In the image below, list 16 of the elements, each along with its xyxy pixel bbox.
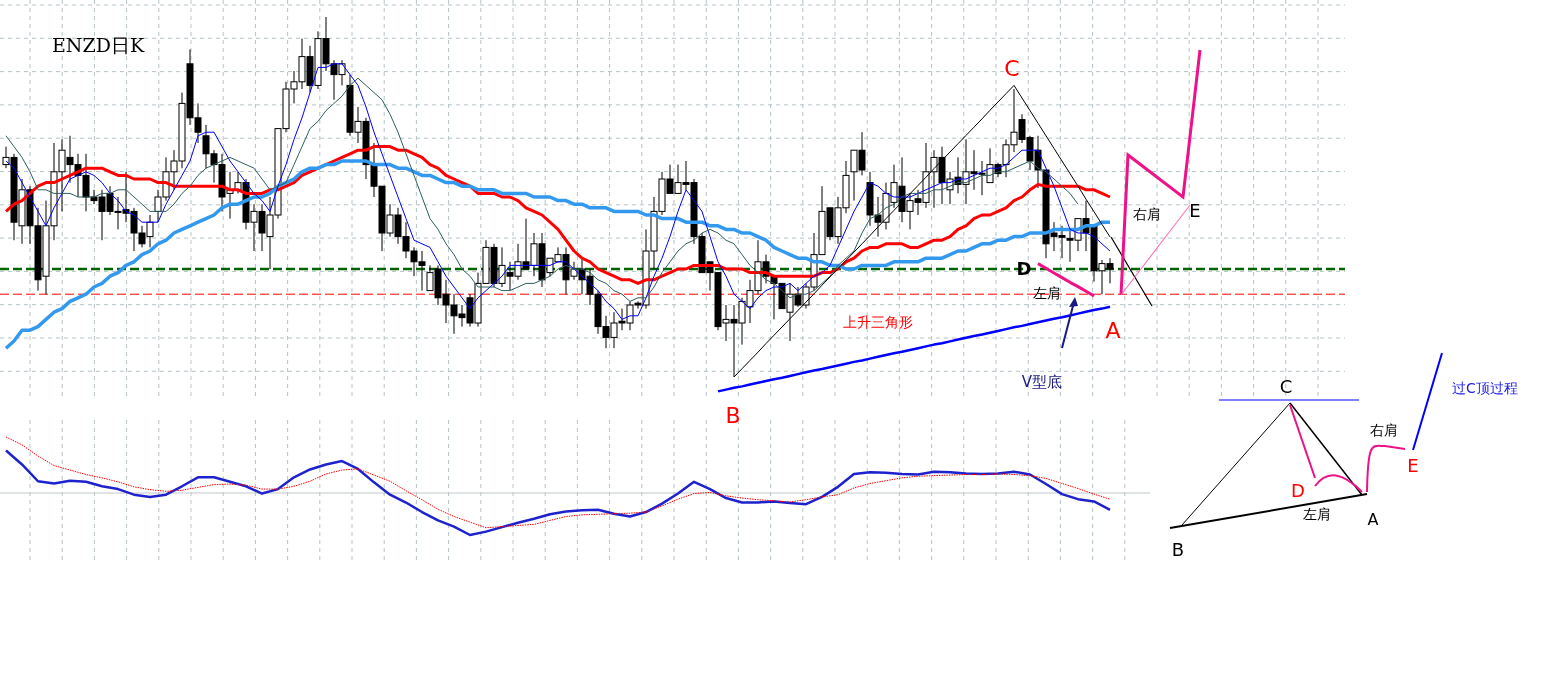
text: D	[1291, 479, 1305, 501]
text: E	[1189, 199, 1201, 221]
text: B	[725, 402, 741, 428]
text: ENZD日K	[52, 33, 145, 58]
text: 右肩	[1133, 206, 1161, 224]
text: 右肩	[1370, 422, 1398, 440]
text: 过C顶过程	[1452, 380, 1518, 398]
annotation: V型底	[1021, 372, 1063, 392]
text: C	[1279, 375, 1293, 397]
annotation: C	[1004, 55, 1020, 81]
text: 左肩	[1303, 506, 1331, 524]
text: E	[1407, 454, 1419, 476]
annotation: 上升三角形	[843, 314, 913, 332]
text: A	[1367, 509, 1379, 529]
text: B	[1171, 538, 1185, 560]
annotation: A	[1105, 317, 1121, 343]
